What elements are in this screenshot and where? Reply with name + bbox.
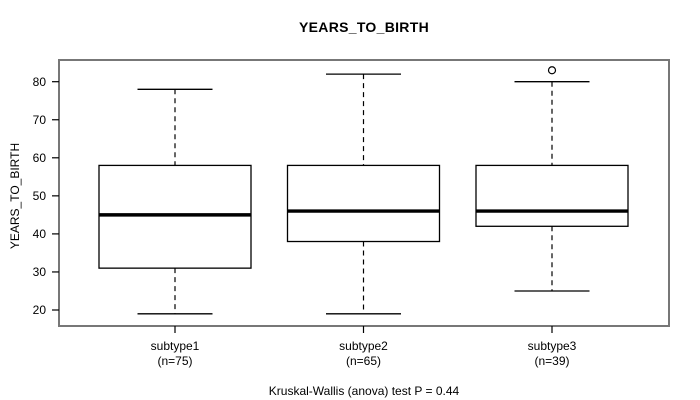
group-n: (n=65) — [345, 354, 382, 368]
iqr-box — [98, 164, 252, 269]
y-tick-label: 30 — [32, 264, 46, 279]
x-group-label: subtype2 (n=65) — [284, 339, 444, 369]
iqr-box — [475, 164, 629, 227]
y-tick-label: 80 — [32, 74, 46, 89]
group-name: subtype1 — [150, 339, 200, 353]
y-tick-label: 40 — [32, 226, 46, 241]
group-name: subtype3 — [527, 339, 577, 353]
y-tick-label: 70 — [32, 112, 46, 127]
y-tick-label: 60 — [32, 150, 46, 165]
iqr-box — [286, 164, 441, 243]
y-tick-label: 20 — [32, 303, 46, 317]
group-name: subtype2 — [339, 339, 388, 353]
outlier-point — [547, 66, 557, 75]
group-n: (n=39) — [534, 354, 570, 368]
y-tick-label: 50 — [32, 188, 46, 203]
x-group-label: subtype3 (n=39) — [472, 339, 632, 369]
x-group-label: subtype1 (n=75) — [95, 339, 255, 369]
group-n: (n=75) — [157, 354, 193, 368]
stat-test-caption: Kruskal-Wallis (anova) test P = 0.44 — [268, 384, 460, 398]
chart-title: YEARS_TO_BIRTH — [299, 19, 429, 35]
